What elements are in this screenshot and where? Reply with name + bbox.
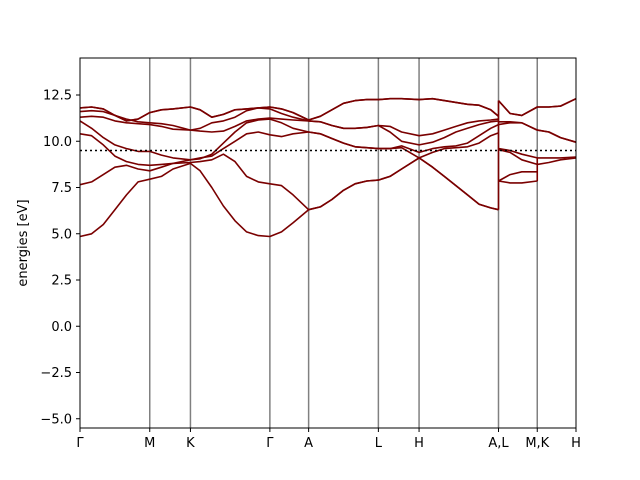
x-tick-label-5: L (375, 436, 383, 451)
band-4 (79, 115, 499, 146)
x-tick-label-8: M,K (525, 436, 549, 451)
y-tick-label-0: −5.0 (40, 412, 72, 427)
y-axis-ticks: −5.0 −2.5 0.0 2.5 5.0 7.5 10.0 12.5 (40, 89, 80, 427)
band-3 (79, 118, 499, 161)
x-tick-label-9: H (571, 436, 581, 451)
x-tick-label-0: Γ (76, 436, 84, 451)
y-axis-label: energies [eV] (16, 199, 31, 286)
kpoint-lines (149, 58, 538, 428)
y-tick-label-4: 5.0 (51, 227, 72, 242)
x-tick-label-2: K (186, 436, 195, 451)
band-1 (79, 153, 499, 211)
x-tick-label-3: Γ (266, 436, 274, 451)
band-13 (498, 121, 577, 143)
y-tick-label-7: 12.5 (43, 89, 72, 104)
band-7 (79, 97, 500, 122)
x-tick-label-7: A,L (488, 436, 509, 451)
band-8 (498, 180, 538, 184)
x-tick-label-6: H (414, 436, 424, 451)
band-9 (498, 171, 538, 182)
x-tick-label-4: A (304, 436, 313, 451)
band-2 (79, 131, 499, 167)
y-tick-label-6: 10.0 (43, 135, 72, 150)
x-tick-label-1: M (144, 436, 155, 451)
y-tick-label-5: 7.5 (51, 181, 72, 196)
band-6 (79, 97, 500, 122)
y-tick-label-2: 0.0 (51, 320, 72, 335)
band-5 (79, 107, 499, 137)
y-tick-label-3: 2.5 (51, 274, 72, 289)
x-axis-ticks: Γ M K Γ A L H A,L M,K H (76, 428, 581, 451)
band-lines (79, 97, 577, 238)
plot-frame (79, 57, 577, 429)
band-15 (497, 97, 577, 117)
y-tick-label-1: −2.5 (40, 366, 72, 381)
